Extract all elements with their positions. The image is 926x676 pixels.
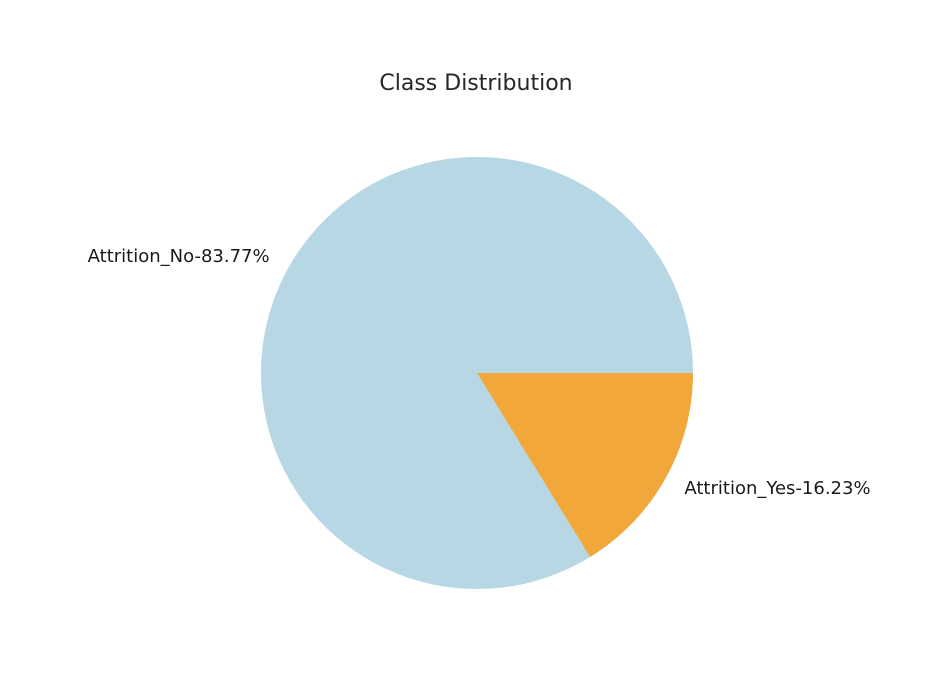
- chart-title: Class Distribution: [379, 71, 572, 96]
- slice-label-0: Attrition_No-83.77%: [88, 246, 270, 267]
- slice-labels: Attrition_No-83.77% Attrition_Yes-16.23%: [88, 246, 871, 499]
- pie-slice-0: [260, 157, 693, 590]
- pie-slice-1: [477, 373, 693, 558]
- pie-slices: [260, 157, 693, 590]
- slice-label-1: Attrition_Yes-16.23%: [684, 478, 870, 499]
